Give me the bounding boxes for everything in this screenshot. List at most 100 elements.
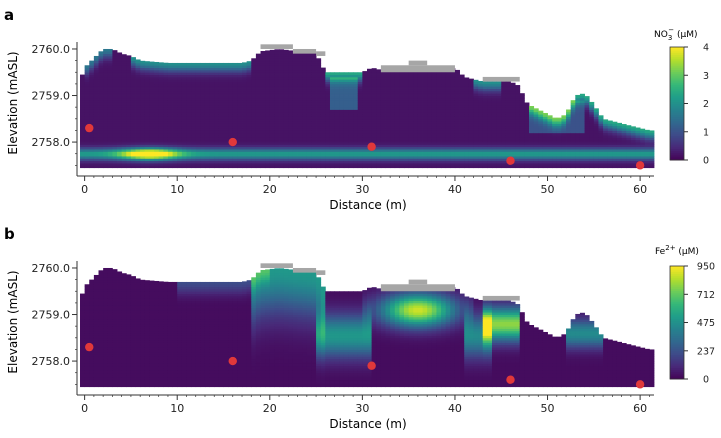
heatmap-cell	[117, 121, 122, 124]
heatmap-cell	[219, 114, 224, 117]
heatmap-cell	[307, 151, 312, 154]
heatmap-cell	[483, 86, 488, 89]
heatmap-cell	[446, 114, 451, 117]
heatmap-cell	[427, 151, 432, 154]
heatmap-cell	[256, 109, 261, 112]
heatmap-cell	[108, 147, 113, 150]
heatmap-cell	[552, 151, 557, 154]
heatmap-cell	[339, 89, 344, 92]
heatmap-cell	[154, 68, 159, 71]
heatmap-cell	[381, 137, 386, 140]
heatmap-cell	[561, 163, 566, 166]
heatmap-cell	[622, 156, 627, 159]
heatmap-cell	[330, 128, 335, 131]
heatmap-cell	[251, 109, 256, 112]
heatmap-cell	[261, 112, 266, 115]
heatmap-cell	[149, 77, 154, 80]
heatmap-cell	[330, 130, 335, 133]
heatmap-cell	[413, 144, 418, 147]
heatmap-cell	[395, 96, 400, 99]
heatmap-cell	[126, 137, 131, 140]
heatmap-cell	[219, 137, 224, 140]
heatmap-cell	[191, 128, 196, 131]
heatmap-cell	[538, 137, 543, 140]
heatmap-cell	[515, 100, 520, 103]
heatmap-cell	[376, 119, 381, 122]
heatmap-cell	[418, 147, 423, 150]
heatmap-cell	[233, 100, 238, 103]
heatmap-cell	[163, 89, 168, 92]
heatmap-cell	[80, 93, 85, 96]
heatmap-cell	[182, 165, 187, 168]
heatmap-cell	[492, 100, 497, 103]
heatmap-cell	[136, 63, 141, 66]
heatmap-cell	[200, 130, 205, 133]
heatmap-cell	[404, 105, 409, 108]
heatmap-cell	[182, 84, 187, 87]
heatmap-cell	[219, 70, 224, 73]
heatmap-cell	[99, 105, 104, 108]
heatmap-cell	[585, 165, 590, 168]
heatmap-cell	[469, 84, 474, 87]
heatmap-cell	[501, 140, 506, 143]
heatmap-cell	[191, 154, 196, 157]
heatmap-cell	[265, 54, 270, 57]
heatmap-cell	[196, 89, 201, 92]
heatmap-cell	[330, 77, 335, 80]
heatmap-cell	[450, 96, 455, 99]
heatmap-cell	[136, 84, 141, 87]
heatmap-cell	[99, 68, 104, 71]
heatmap-cell	[571, 109, 576, 112]
heatmap-cell	[145, 63, 150, 66]
heatmap-cell	[432, 135, 437, 138]
heatmap-cell	[80, 84, 85, 87]
heatmap-cell	[585, 126, 590, 129]
heatmap-cell	[103, 144, 108, 147]
heatmap-cell	[524, 163, 529, 166]
heatmap-cell	[376, 69, 381, 70]
heatmap-cell	[311, 114, 316, 117]
heatmap-cell	[237, 75, 242, 78]
heatmap-cell	[571, 147, 576, 150]
heatmap-cell	[168, 135, 173, 138]
heatmap-cell	[186, 86, 191, 89]
heatmap-cell	[108, 75, 113, 78]
heatmap-cell	[117, 100, 122, 103]
heatmap-cell	[274, 77, 279, 80]
heatmap-cell	[205, 100, 210, 103]
heatmap-cell	[432, 105, 437, 108]
heatmap-cell	[617, 144, 622, 147]
heatmap-cell	[233, 63, 238, 66]
heatmap-cell	[99, 75, 104, 78]
heatmap-cell	[122, 68, 127, 71]
heatmap-cell	[288, 58, 293, 61]
heatmap-cell	[274, 84, 279, 87]
heatmap-cell	[311, 128, 316, 131]
heatmap-cell	[566, 114, 571, 117]
heatmap-cell	[561, 151, 566, 154]
heatmap-cell	[450, 154, 455, 157]
heatmap-cell	[247, 93, 252, 96]
heatmap-cell	[529, 107, 534, 110]
heatmap-cell	[418, 89, 423, 92]
heatmap-cell	[224, 79, 229, 82]
heatmap-cell	[427, 119, 432, 122]
heatmap-cell	[436, 165, 441, 168]
heatmap-cell	[529, 135, 534, 138]
heatmap-cell	[163, 128, 168, 131]
heatmap-cell	[497, 151, 502, 154]
heatmap-cell	[635, 140, 640, 143]
heatmap-cell	[117, 63, 122, 66]
heatmap-cell	[191, 119, 196, 122]
heatmap-cell	[177, 119, 182, 122]
heatmap-cell	[497, 165, 502, 168]
heatmap-cell	[168, 130, 173, 133]
heatmap-cell	[478, 89, 483, 92]
heatmap-cell	[478, 82, 483, 85]
heatmap-cell	[242, 163, 247, 166]
heatmap-cell	[136, 126, 141, 129]
heatmap-cell	[478, 144, 483, 147]
heatmap-cell	[367, 140, 372, 143]
heatmap-cell	[603, 165, 608, 168]
heatmap-cell	[261, 68, 266, 71]
